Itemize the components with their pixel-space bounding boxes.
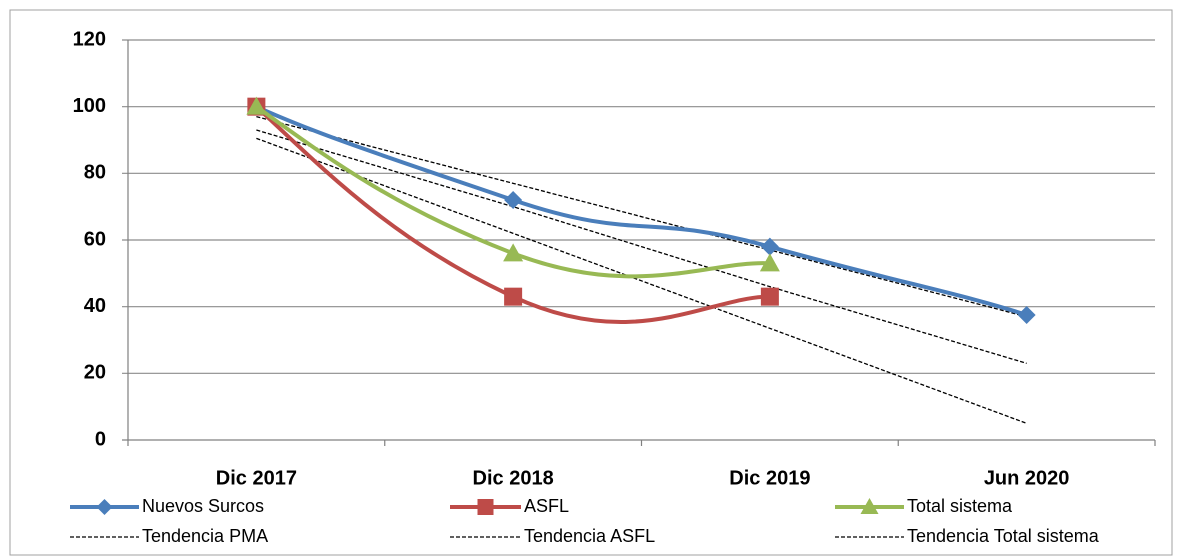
- x-tick-label: Jun 2020: [984, 467, 1070, 489]
- y-tick-label: 20: [84, 362, 106, 384]
- trend-line: [256, 129, 1027, 364]
- y-tick-label: 0: [95, 428, 106, 450]
- y-tick-label: 40: [84, 295, 106, 317]
- marker: [760, 287, 779, 306]
- x-tick-label: Dic 2019: [729, 467, 810, 489]
- y-tick-label: 120: [73, 28, 106, 50]
- trend-line: [256, 137, 1027, 424]
- legend-label: Nuevos Surcos: [142, 496, 264, 516]
- y-tick-label: 80: [84, 162, 106, 184]
- marker: [503, 243, 524, 262]
- marker: [1017, 306, 1036, 324]
- legend-marker: [96, 499, 113, 515]
- marker: [504, 191, 523, 209]
- legend-label: Tendencia ASFL: [524, 526, 655, 546]
- x-tick-label: Dic 2018: [473, 467, 554, 489]
- x-tick-label: Dic 2017: [216, 467, 297, 489]
- trend-line: [256, 116, 1027, 318]
- marker: [759, 253, 780, 272]
- legend-label: Tendencia PMA: [142, 526, 268, 546]
- legend-label: Total sistema: [907, 496, 1013, 516]
- legend-marker: [477, 499, 494, 515]
- marker: [504, 287, 523, 306]
- y-tick-label: 100: [73, 95, 106, 117]
- legend-label: ASFL: [524, 496, 569, 516]
- legend-marker: [860, 498, 879, 514]
- marker: [760, 237, 779, 256]
- marker: [246, 96, 267, 115]
- chart-border: [9, 9, 1173, 556]
- series-line: [255, 104, 1028, 317]
- legend-label: Tendencia Total sistema: [907, 526, 1100, 546]
- y-tick-label: 60: [84, 228, 106, 250]
